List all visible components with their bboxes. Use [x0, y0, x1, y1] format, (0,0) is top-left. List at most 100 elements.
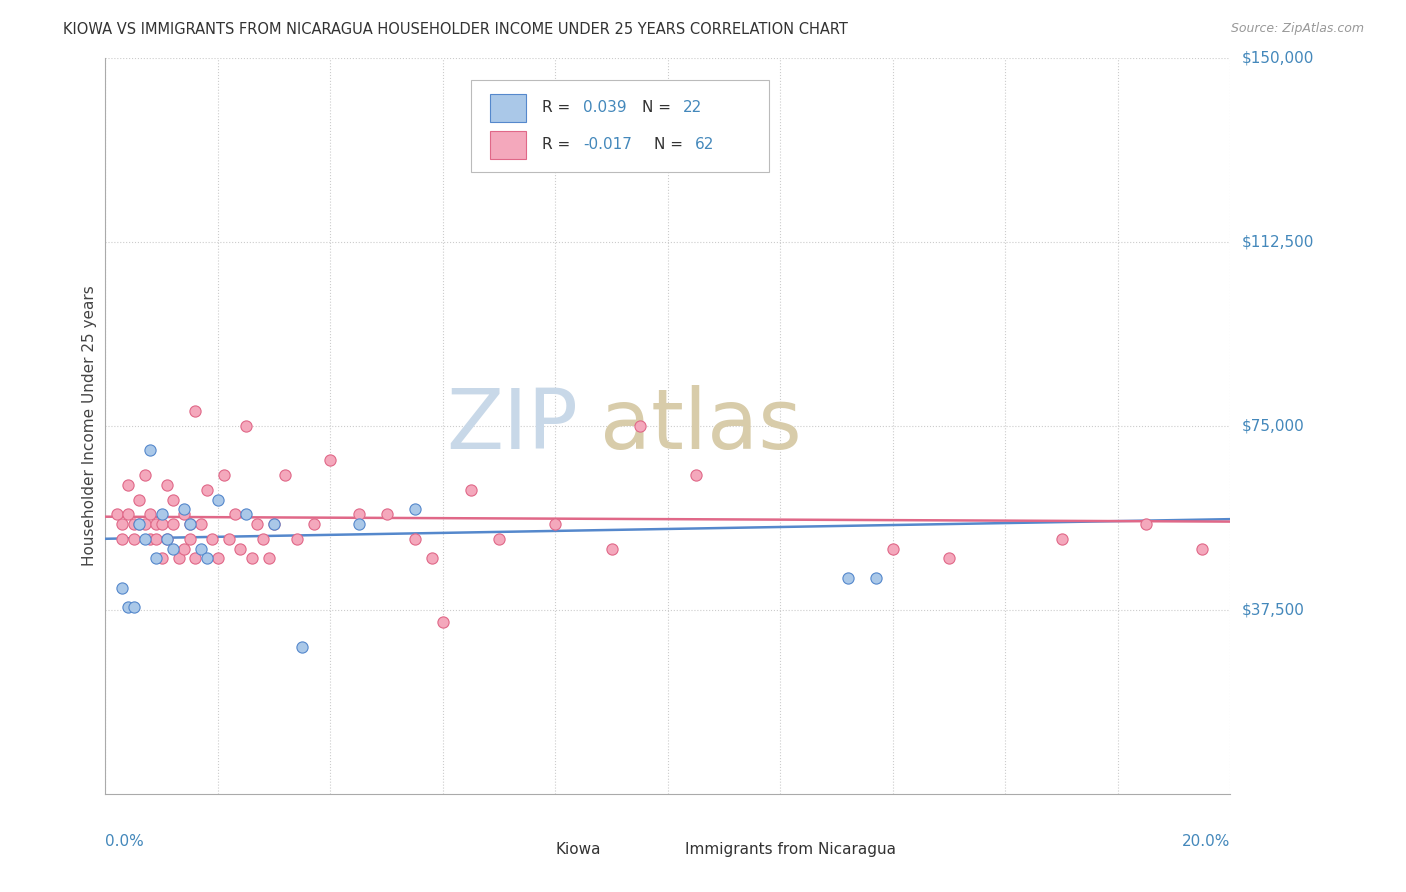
Point [1191, 541, 1213, 556]
Point [122, 600, 145, 615]
Point [240, 551, 263, 566]
Point [179, 516, 201, 531]
Point [190, 541, 212, 556]
Point [162, 492, 184, 507]
Point [173, 507, 195, 521]
Point [235, 418, 257, 433]
Point [150, 516, 173, 531]
Point [432, 615, 454, 630]
Point [117, 478, 139, 492]
Text: ZIP: ZIP [446, 385, 578, 467]
Bar [491, 131, 526, 159]
Point [1135, 516, 1157, 531]
Point [1050, 532, 1073, 546]
Point [404, 502, 426, 516]
Point [488, 532, 510, 546]
Text: 0.0%: 0.0% [105, 834, 145, 849]
Point [150, 507, 173, 521]
Point [111, 532, 134, 546]
Point [865, 571, 887, 585]
Point [150, 551, 173, 566]
FancyBboxPatch shape [471, 80, 769, 172]
Point [263, 516, 285, 531]
Point [347, 516, 370, 531]
Point [167, 551, 190, 566]
Point [145, 551, 167, 566]
Point [291, 640, 314, 654]
Point [122, 516, 145, 531]
Point [122, 532, 145, 546]
Text: N =: N = [654, 136, 688, 152]
Point [229, 541, 252, 556]
Point [195, 483, 218, 497]
Point [105, 507, 128, 521]
Point [938, 551, 960, 566]
Point [319, 453, 342, 467]
Point [156, 532, 179, 546]
Bar [491, 94, 526, 122]
Point [179, 516, 201, 531]
Text: 22: 22 [682, 100, 702, 115]
Point [128, 516, 150, 531]
Y-axis label: Householder Income Under 25 years: Householder Income Under 25 years [82, 285, 97, 566]
Point [139, 532, 162, 546]
Text: atlas: atlas [600, 385, 801, 467]
Point [544, 516, 567, 531]
Point [156, 532, 179, 546]
Point [235, 507, 257, 521]
Bar [522, 838, 550, 863]
Point [274, 467, 297, 482]
Point [207, 492, 229, 507]
Point [179, 532, 201, 546]
Text: Source: ZipAtlas.com: Source: ZipAtlas.com [1230, 22, 1364, 36]
Point [347, 507, 370, 521]
Point [117, 507, 139, 521]
Bar [651, 838, 679, 863]
Point [139, 443, 162, 458]
Text: Kiowa: Kiowa [555, 841, 600, 856]
Point [145, 532, 167, 546]
Point [246, 516, 269, 531]
Point [837, 571, 859, 585]
Point [420, 551, 443, 566]
Text: 62: 62 [695, 136, 714, 152]
Point [285, 532, 308, 546]
Point [685, 467, 707, 482]
Point [111, 516, 134, 531]
Point [252, 532, 274, 546]
Point [212, 467, 235, 482]
Text: $112,500: $112,500 [1241, 235, 1313, 250]
Text: $150,000: $150,000 [1241, 51, 1313, 65]
Point [257, 551, 280, 566]
Point [218, 532, 240, 546]
Point [111, 581, 134, 595]
Point [224, 507, 246, 521]
Text: N =: N = [643, 100, 676, 115]
Point [190, 516, 212, 531]
Point [302, 516, 325, 531]
Point [162, 541, 184, 556]
Point [404, 532, 426, 546]
Text: 20.0%: 20.0% [1182, 834, 1230, 849]
Text: R =: R = [541, 136, 575, 152]
Text: 0.039: 0.039 [583, 100, 627, 115]
Text: KIOWA VS IMMIGRANTS FROM NICARAGUA HOUSEHOLDER INCOME UNDER 25 YEARS CORRELATION: KIOWA VS IMMIGRANTS FROM NICARAGUA HOUSE… [63, 22, 848, 37]
Point [184, 551, 207, 566]
Point [128, 492, 150, 507]
Point [128, 516, 150, 531]
Text: -0.017: -0.017 [583, 136, 633, 152]
Point [173, 541, 195, 556]
Text: $37,500: $37,500 [1241, 602, 1305, 617]
Text: $75,000: $75,000 [1241, 418, 1305, 434]
Point [162, 516, 184, 531]
Point [117, 600, 139, 615]
Point [195, 551, 218, 566]
Point [156, 478, 179, 492]
Point [184, 404, 207, 418]
Point [134, 516, 156, 531]
Point [628, 418, 651, 433]
Point [263, 516, 285, 531]
Point [375, 507, 398, 521]
Point [882, 541, 904, 556]
Point [207, 551, 229, 566]
